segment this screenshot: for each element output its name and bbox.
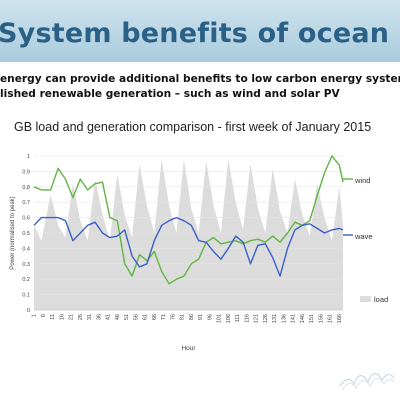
x-tick-label: 111 [235,314,241,322]
x-tick-label: 161 [328,314,334,323]
legend-load-marker [360,296,371,302]
x-tick-label: 31 [87,314,93,320]
x-tick-label: 21 [69,314,75,320]
series-load-area [34,159,343,310]
x-tick-label: 46 [115,314,121,320]
y-tick-label: 0.1 [22,293,30,299]
legend-wave: wave [355,232,373,241]
x-tick-label: 96 [207,314,213,320]
y-tick-label: 0 [27,308,30,314]
x-tick-label: 71 [161,314,167,320]
x-tick-label: 36 [96,314,102,320]
x-tick-label: 146 [300,314,306,323]
x-tick-label: 126 [263,314,269,323]
y-tick-label: 0.5 [22,231,30,237]
legend-load: load [374,295,389,304]
subtitle-line-1: energy can provide additional benefits t… [0,73,400,85]
wave-logo-icon [339,372,395,391]
y-tick-label: 0.9 [22,169,30,175]
x-tick-label: 76 [170,314,176,320]
title-banner: System benefits of ocean energy [0,0,400,62]
x-tick-label: 26 [78,314,84,320]
x-tick-label: 91 [198,314,204,320]
x-tick-label: 41 [106,314,112,320]
x-tick-label: 166 [337,314,343,323]
x-tick-label: 56 [133,314,139,320]
x-tick-label: 151 [309,314,315,323]
x-tick-label: 1 [32,314,38,317]
x-tick-label: 121 [254,314,260,323]
x-tick-label: 141 [291,314,297,323]
x-tick-label: 11 [50,314,56,320]
x-tick-label: 156 [318,314,324,323]
x-tick-label: 131 [272,314,278,323]
series-wind-line [33,155,344,285]
x-tick-label: 116 [244,314,250,323]
series-wave-line [33,216,344,277]
y-tick-label: 0.2 [22,277,30,283]
x-tick-label: 16 [59,314,65,320]
legend-wind: wind [355,176,371,185]
y-tick-label: 1 [27,154,30,160]
x-tick-label: 51 [124,314,130,320]
x-tick-label: 81 [180,314,186,320]
y-tick-label: 0.7 [22,200,30,206]
y-tick-label: 0.4 [22,246,30,252]
chart-title: GB load and generation comparison - firs… [14,120,372,134]
x-tick-label: 136 [281,314,287,323]
y-tick-label: 0.6 [22,216,30,222]
x-axis-title: Hour [181,345,196,352]
x-tick-label: 101 [217,314,223,323]
subtitle-line-2: lished renewable generation – such as wi… [0,88,340,100]
x-tick-label: 106 [226,314,232,323]
y-tick-label: 0.8 [22,185,30,191]
x-tick-label: 61 [143,314,149,320]
x-tick-label: 6 [41,314,47,317]
x-tick-label: 66 [152,314,158,320]
x-tick-label: 86 [189,314,195,320]
slide-subtitle: energy can provide additional benefits t… [0,72,400,102]
y-tick-label: 0.3 [22,262,30,268]
slide-title: System benefits of ocean energy [0,18,400,49]
y-axis-title: Power (normalised to peak) [10,196,16,269]
